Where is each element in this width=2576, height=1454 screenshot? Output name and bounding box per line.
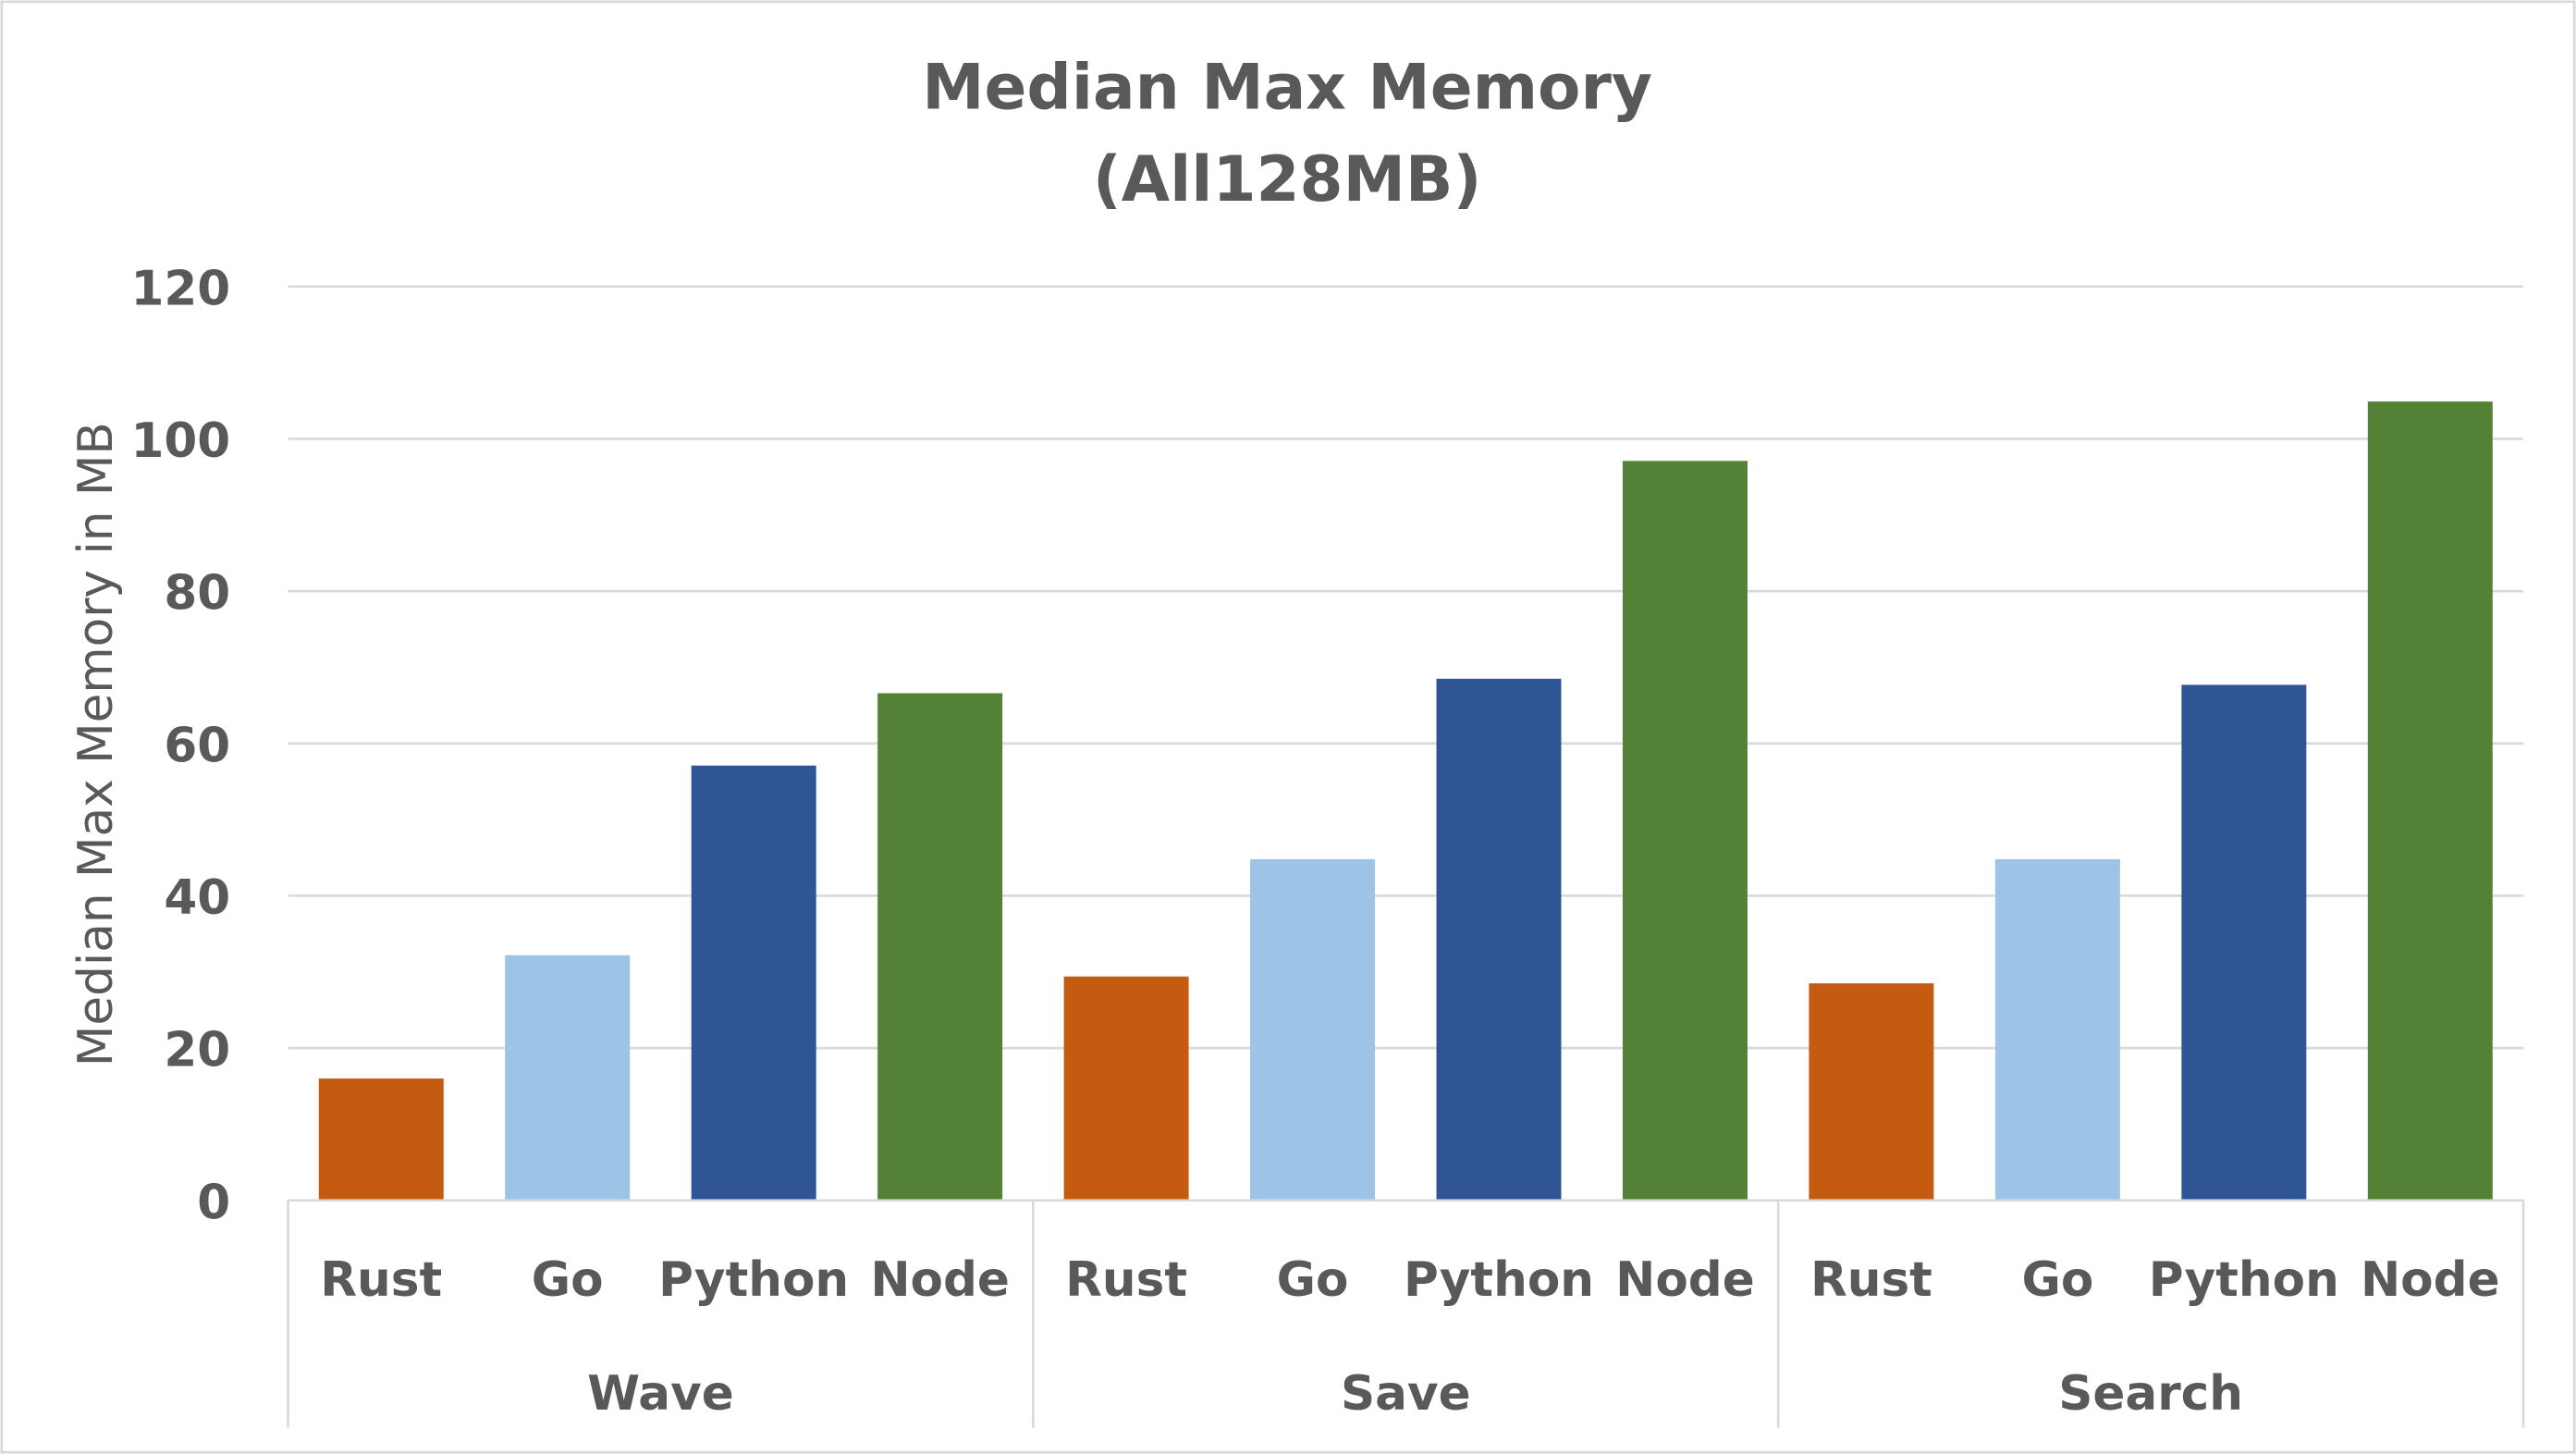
- bar-save-python: [1436, 678, 1562, 1201]
- y-axis-label: Median Max Memory in MB: [68, 422, 124, 1066]
- y-tick-label: 60: [164, 718, 230, 773]
- y-tick-label: 120: [130, 261, 230, 316]
- x-tick-label: Node: [2361, 1252, 2500, 1308]
- group-label: Save: [1341, 1366, 1471, 1422]
- x-tick-label: Node: [1615, 1252, 1755, 1308]
- bar-wave-node: [877, 693, 1003, 1201]
- group-label: Wave: [587, 1366, 734, 1422]
- bar-wave-python: [691, 765, 816, 1201]
- bar-search-rust: [1809, 983, 1934, 1201]
- x-tick-label: Python: [2149, 1252, 2339, 1308]
- x-tick-label: Rust: [1810, 1252, 1932, 1308]
- x-tick-label: Node: [870, 1252, 1010, 1308]
- bar-search-node: [2367, 401, 2493, 1201]
- bar-save-go: [1250, 858, 1376, 1201]
- x-tick-label: Python: [1404, 1252, 1594, 1308]
- x-tick-label: Go: [2021, 1252, 2093, 1308]
- group-label: Search: [2058, 1366, 2243, 1422]
- y-tick-label: 80: [164, 566, 230, 622]
- bar-wave-rust: [318, 1078, 444, 1201]
- chart-title: Median Max Memory: [922, 51, 1652, 124]
- x-tick-label: Rust: [1065, 1252, 1187, 1308]
- x-tick-label: Python: [658, 1252, 849, 1308]
- bar-search-go: [1994, 858, 2120, 1201]
- bar-save-node: [1622, 461, 1748, 1201]
- x-tick-label: Rust: [320, 1252, 442, 1308]
- y-tick-label: 40: [164, 870, 230, 926]
- y-tick-label: 100: [130, 413, 230, 469]
- x-tick-label: Go: [1277, 1252, 1349, 1308]
- chart-subtitle: (All128MB): [1093, 142, 1482, 216]
- y-tick-label: 20: [164, 1023, 230, 1078]
- bar-wave-go: [505, 955, 631, 1201]
- bar-search-python: [2181, 684, 2307, 1201]
- bar-save-rust: [1063, 976, 1189, 1201]
- y-tick-label: 0: [197, 1175, 230, 1230]
- x-tick-label: Go: [532, 1252, 604, 1308]
